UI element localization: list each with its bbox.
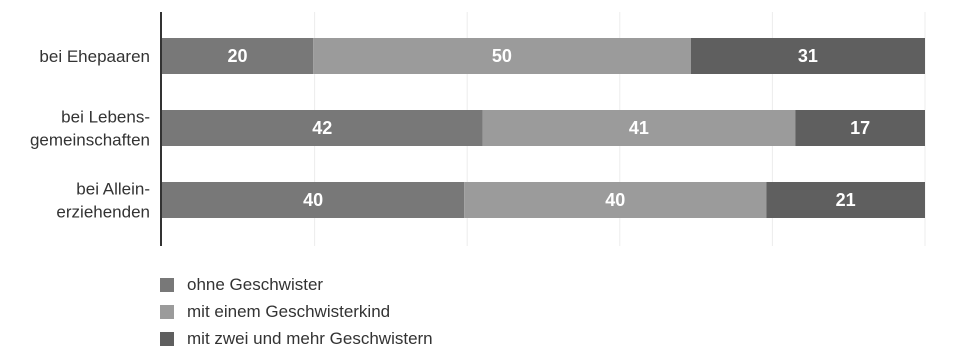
legend-swatch — [160, 304, 174, 319]
category-label: bei Ehepaaren — [39, 47, 150, 66]
bar-value-label: 21 — [836, 190, 856, 210]
legend-label: mit einem Geschwisterkind — [187, 302, 391, 321]
category-label: bei Allein-erziehenden — [56, 180, 150, 222]
bar-value-label: 31 — [798, 46, 818, 66]
bar-value-label: 20 — [228, 46, 248, 66]
stacked-bar-chart: 20 50 31 42 41 17 40 40 21 bei Ehepaaren bei Lebe… — [30, 12, 926, 246]
legend-item: mit zwei und mehr Geschwistern — [160, 325, 433, 352]
bar-value-label: 41 — [629, 118, 649, 138]
bar-segment — [690, 38, 925, 74]
bar-segment — [162, 38, 314, 74]
bar-value-label: 42 — [312, 118, 332, 138]
legend-swatch — [160, 331, 174, 346]
bars: 20 50 31 42 41 17 40 40 21 — [162, 38, 925, 218]
legend-label: ohne Geschwister — [187, 275, 324, 294]
legend-label: mit zwei und mehr Geschwistern — [187, 329, 433, 348]
bar-segment — [464, 182, 767, 218]
category-labels: bei Ehepaaren bei Lebens-gemeinschaften be… — [30, 47, 150, 222]
bar-segment — [482, 110, 796, 146]
category-label: bei Lebens-gemeinschaften — [30, 108, 150, 150]
bar-value-label: 17 — [850, 118, 870, 138]
bar-segment — [162, 182, 465, 218]
bar-value-label: 50 — [492, 46, 512, 66]
legend: ohne Geschwister mit einem Geschwisterkin… — [160, 271, 433, 352]
bar-segment — [162, 110, 483, 146]
legend-swatch — [160, 277, 174, 292]
bar-segment — [795, 110, 925, 146]
legend-item: ohne Geschwister — [160, 271, 433, 298]
bar-segment — [313, 38, 691, 74]
bar-segment — [766, 182, 925, 218]
bar-value-label: 40 — [303, 190, 323, 210]
legend-item: mit einem Geschwisterkind — [160, 298, 433, 325]
bar-value-label: 40 — [605, 190, 625, 210]
